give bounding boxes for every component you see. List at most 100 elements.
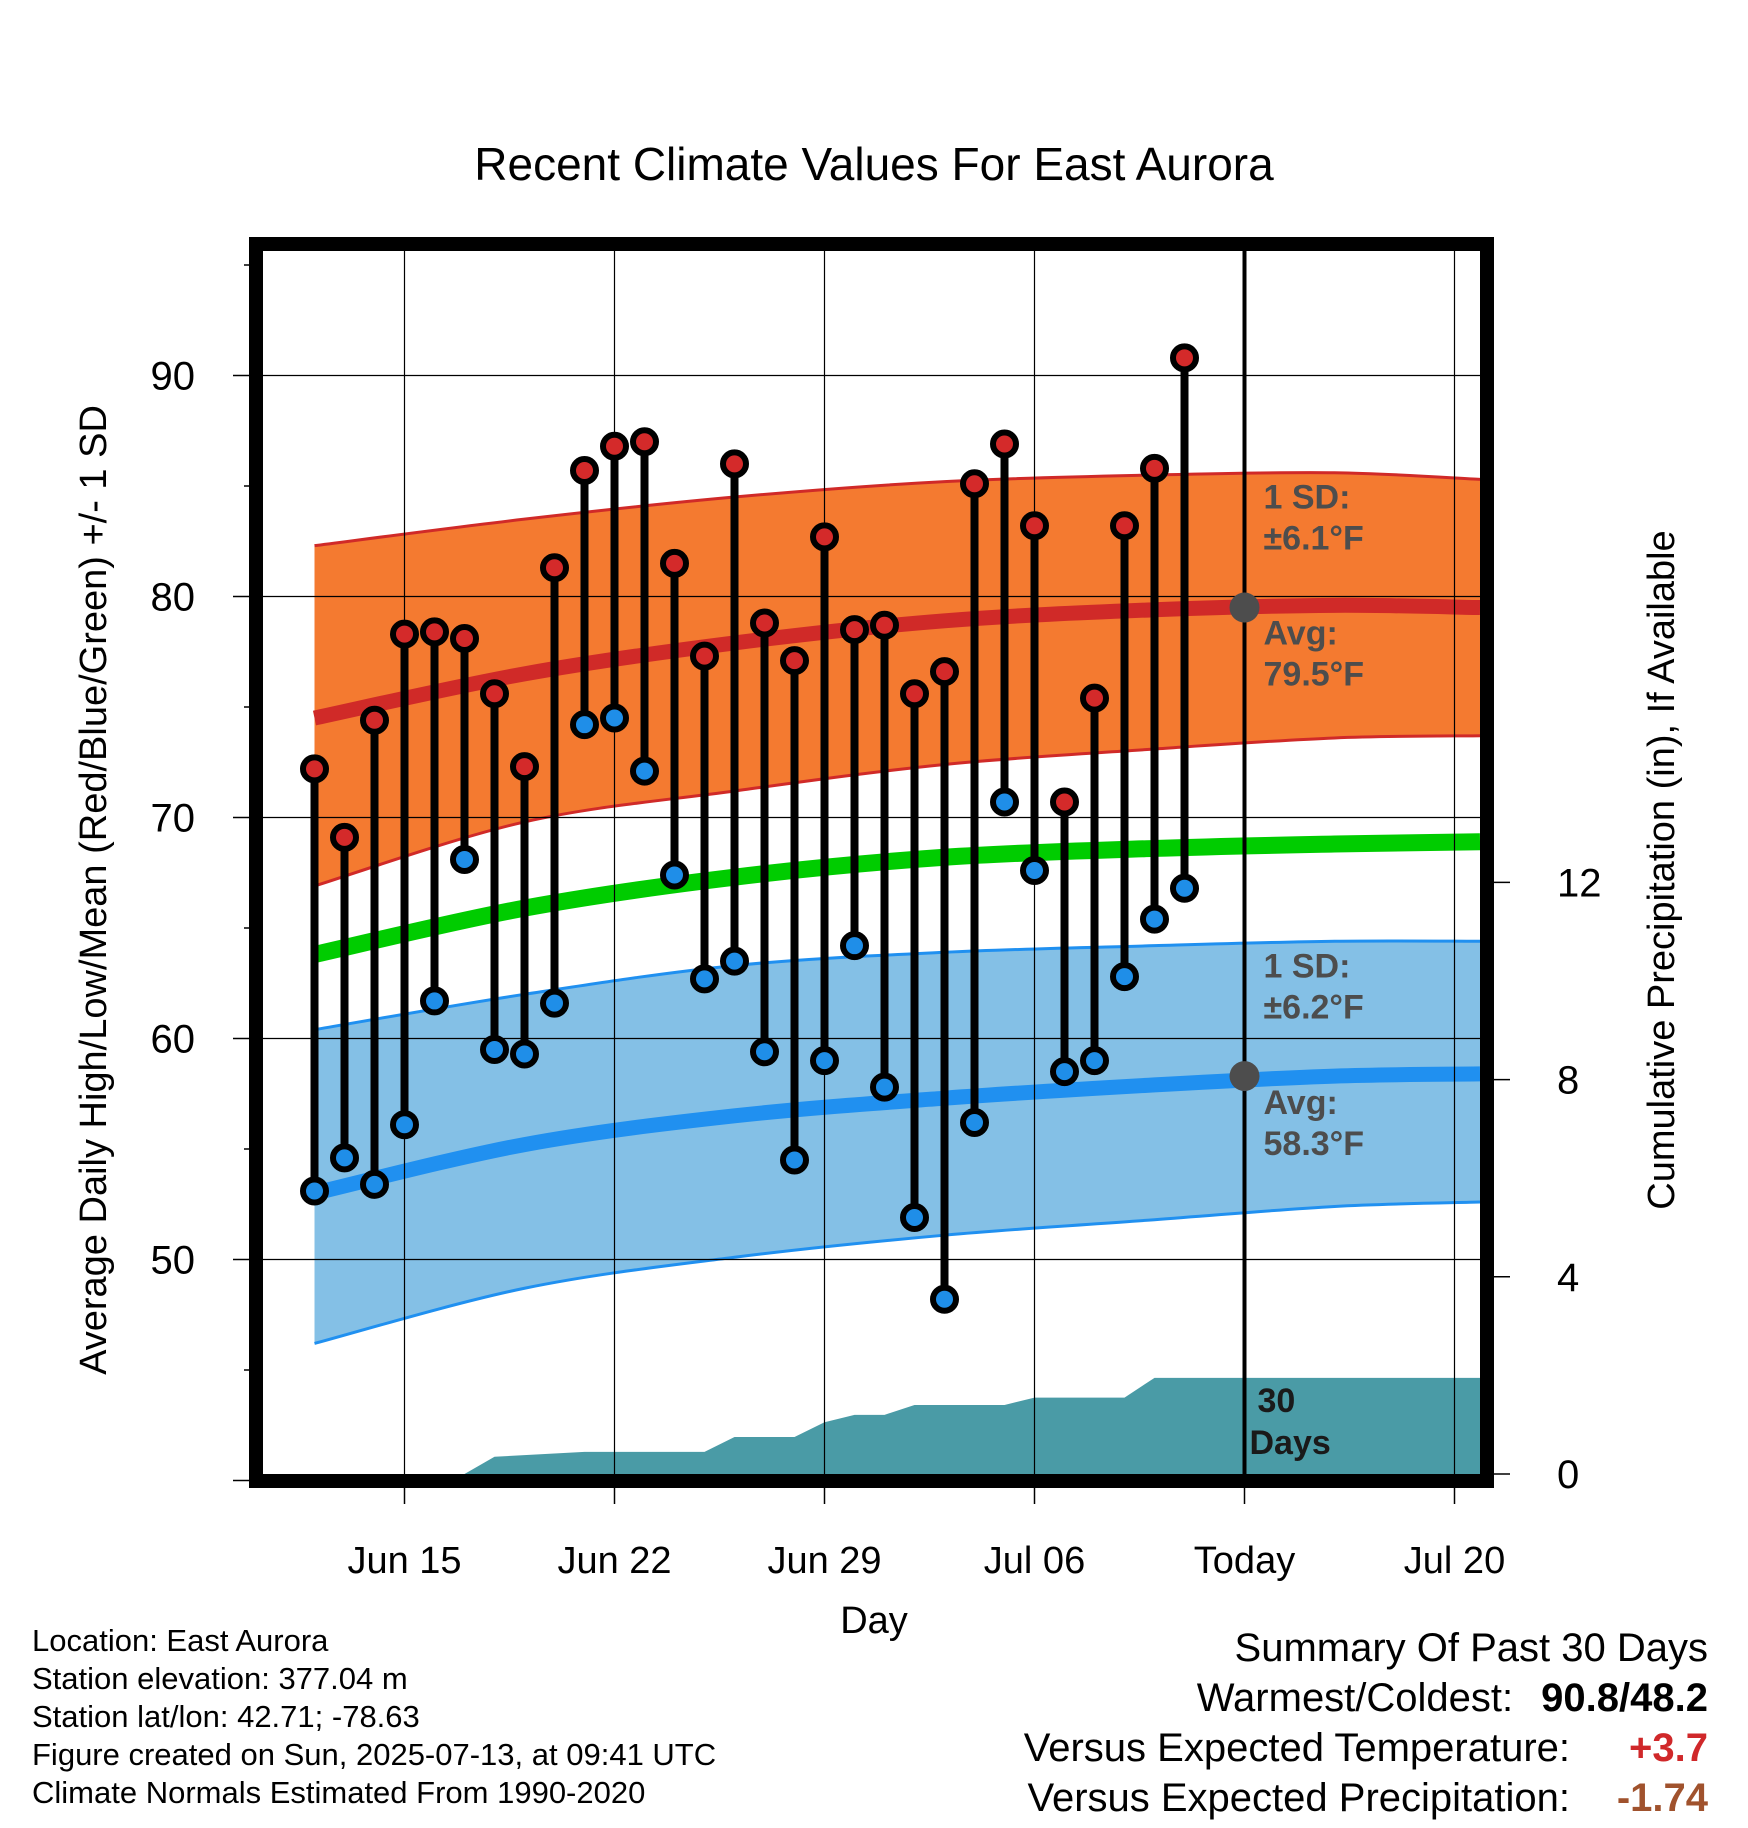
summary-warm-cold-row: Warmest/Coldest: 90.8/48.2 [1024,1673,1708,1723]
daily-high-point [630,427,659,457]
daily-low-point [1170,873,1199,903]
daily-high-point [750,608,779,638]
y-left-tick-label: 80 [151,576,196,620]
chart-title: Recent Climate Values For East Aurora [474,138,1274,190]
location-text: Location: East Aurora [32,1623,329,1658]
x-tick-label: Jul 20 [1404,1540,1505,1582]
plot-border [249,237,1494,1488]
high-sd-value: ±6.1°F [1264,520,1364,558]
x-tick-label: Jun 15 [347,1540,461,1582]
x-tick-label: Today [1194,1540,1295,1582]
daily-low-point [660,860,689,890]
daily-low-point [300,1176,329,1206]
daily-high-point [390,619,419,649]
daily-low-point [600,703,629,733]
daily-high-point [780,646,809,676]
high-sd-label: 1 SD: [1264,479,1351,517]
daily-low-point [840,931,869,961]
plot-content [263,251,1480,1474]
daily-low-point [1140,904,1169,934]
y-axis-label-left: Average Daily High/Low/Mean (Red/Blue/Gr… [73,405,115,1375]
daily-low-point [630,756,659,786]
daily-high-point [1110,511,1139,541]
daily-low-point [420,986,449,1016]
daily-high-point [870,610,899,640]
daily-high-point [1140,453,1169,483]
created-text: Figure created on Sun, 2025-07-13, at 09… [32,1737,717,1772]
latlon-text: Station lat/lon: 42.71; -78.63 [32,1699,420,1734]
daily-low-point [810,1046,839,1076]
y-right-tick-label: 8 [1557,1059,1579,1103]
summary-temp-row: Versus Expected Temperature: +3.7 [1024,1723,1708,1773]
low-sd-lower-edge [314,1200,1480,1345]
low-sd-label: 1 SD: [1264,947,1351,985]
daily-low-point [450,844,479,874]
y-right-tick-label: 0 [1557,1453,1579,1497]
daily-high-point [450,623,479,653]
warm-cold-label: Warmest/Coldest: [1196,1676,1514,1720]
summary-title: Summary Of Past 30 Days [1234,1626,1708,1670]
precip-area [284,1377,1480,1474]
low-sd-value: ±6.2°F [1264,988,1364,1026]
daily-high-point [1050,787,1079,817]
avg-low-line [312,1066,1480,1201]
low-sd-band [314,940,1480,1344]
summary-precip-row: Versus Expected Precipitation: -1.74 [1024,1773,1708,1823]
daily-high-point [300,754,329,784]
warm-cold-separator: / [1619,1676,1631,1720]
coldest-value: 48.2 [1630,1676,1708,1720]
daily-low-point [960,1107,989,1137]
daily-low-point [360,1169,389,1199]
high-sd-upper-edge [314,471,1480,548]
daily-high-point [810,522,839,552]
daily-low-point [900,1203,929,1233]
daily-high-point [960,469,989,499]
today-avg-high-marker [1229,592,1260,623]
avg-high-line [312,597,1480,726]
daily-low-point [720,946,749,976]
temp-label: Versus Expected Temperature: [1023,1726,1570,1770]
daily-high-point [990,429,1019,459]
low-avg-value: 58.3°F [1264,1125,1365,1163]
warmest-value: 90.8 [1541,1676,1620,1720]
daily-low-point [750,1037,779,1067]
y-left-tick-label: 90 [151,355,196,399]
daily-low-point [930,1284,959,1314]
daily-low-point [480,1035,509,1065]
daily-high-point [1170,343,1199,373]
high-avg-label: Avg: [1264,615,1338,653]
y-right-tick-label: 4 [1557,1256,1579,1300]
daily-low-point [870,1072,899,1102]
daily-high-point [900,679,929,709]
daily-low-point [570,710,599,740]
x-tick-label: Jun 22 [557,1540,671,1582]
daily-high-point [600,431,629,461]
daily-low-point [990,787,1019,817]
daily-low-point [690,964,719,994]
y-axis-label-right: Cumulative Precipitation (in), If Availa… [1641,530,1683,1209]
normals-text: Climate Normals Estimated From 1990-2020 [32,1775,646,1810]
today-avg-low-marker [1229,1061,1260,1092]
avg-mean-line [312,833,1480,963]
high-sd-band [314,472,1480,887]
daily-low-point [780,1145,809,1175]
y-right-tick-label: 12 [1557,861,1602,905]
low-avg-label: Avg: [1264,1084,1338,1122]
station-info: Location: East Aurora Station elevation:… [32,1622,716,1812]
daily-high-point [840,615,869,645]
x-tick-label: Jul 06 [984,1540,1085,1582]
daily-high-point [720,449,749,479]
x-axis-label: Day [840,1600,908,1642]
daily-high-point [930,657,959,687]
high-avg-value: 79.5°F [1264,656,1365,694]
precip-label: Versus Expected Precipitation: [1027,1776,1570,1820]
summary-panel: Summary Of Past 30 Days Warmest/Coldest:… [1024,1623,1708,1823]
daily-high-point [1080,683,1109,713]
daily-high-point [480,679,509,709]
y-left-tick-label: 50 [151,1239,196,1283]
daily-low-point [330,1143,359,1173]
precip-period-line2: Days [1250,1424,1331,1462]
daily-high-point [360,705,389,735]
